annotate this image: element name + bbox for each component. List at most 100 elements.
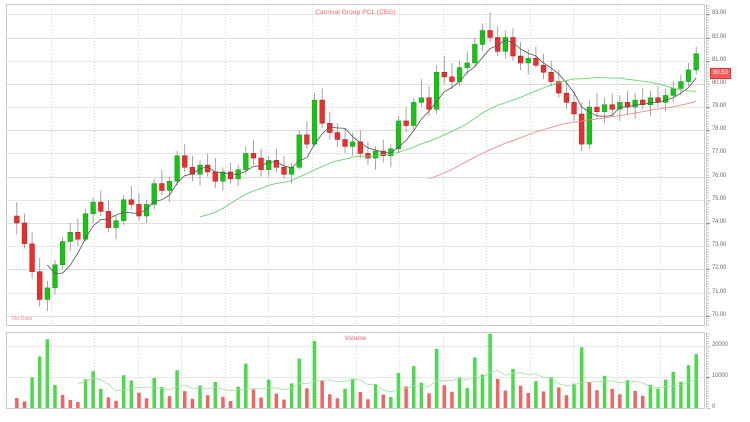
price-axis[interactable]: 83.00 82.00 81.00 80.00 79.00 78.00 77.00 76.00… — [706, 4, 750, 326]
price-minor-tick — [706, 295, 709, 297]
price-minor-tick — [706, 167, 709, 169]
price-tick: 80.00 — [706, 80, 750, 86]
price-minor-tick — [706, 61, 709, 63]
price-tick-label: 76.00 — [712, 172, 727, 179]
price-minor-tick — [706, 5, 709, 6]
chart-title: Carnival Group PCL (CBG) — [315, 9, 396, 16]
price-minor-tick — [706, 59, 709, 61]
price-minor-tick — [706, 22, 709, 24]
price-minor-tick — [706, 199, 709, 201]
price-tick-label: 79.00 — [712, 103, 727, 109]
price-minor-tick — [706, 189, 709, 191]
price-minor-tick — [706, 241, 709, 243]
price-minor-tick — [706, 177, 709, 179]
price-minor-tick — [706, 17, 709, 19]
volume-minor-tick — [706, 335, 709, 337]
volume-minor-tick — [706, 383, 709, 384]
price-minor-tick — [706, 56, 709, 58]
price-minor-tick — [706, 273, 709, 275]
price-minor-tick — [706, 118, 709, 120]
price-minor-tick — [706, 66, 709, 68]
price-minor-tick — [706, 192, 709, 194]
price-minor-tick — [706, 197, 709, 198]
price-minor-tick — [706, 179, 709, 181]
price-tick: 75.00 — [706, 196, 750, 202]
price-minor-tick — [706, 120, 709, 122]
price-chart-panel[interactable]: Carnival Group PCL (CBG) No Data — [6, 4, 705, 326]
price-minor-tick — [706, 268, 709, 270]
price-minor-tick — [706, 130, 709, 132]
price-minor-tick — [706, 243, 709, 245]
price-minor-tick — [706, 140, 709, 142]
price-minor-tick — [706, 101, 709, 102]
price-minor-tick — [706, 133, 709, 134]
price-tick: 73.00 — [706, 242, 750, 248]
price-minor-tick — [706, 88, 709, 90]
volume-minor-tick — [706, 353, 709, 354]
volume-tick: 10000 — [706, 373, 750, 379]
price-minor-tick — [706, 150, 709, 152]
price-minor-tick — [706, 27, 709, 29]
price-minor-tick — [706, 78, 709, 80]
volume-bar-plot — [15, 333, 698, 408]
price-minor-tick — [706, 285, 709, 287]
price-minor-tick — [706, 238, 709, 240]
price-minor-tick — [706, 147, 709, 149]
price-minor-tick — [706, 46, 709, 48]
price-minor-tick — [706, 214, 709, 216]
price-minor-tick — [706, 51, 709, 53]
tick-dash — [706, 176, 710, 178]
price-minor-tick — [706, 98, 709, 100]
volume-minor-tick — [706, 365, 709, 367]
volume-minor-tick — [706, 340, 709, 342]
price-minor-tick — [706, 187, 709, 189]
price-minor-tick — [706, 275, 709, 277]
price-minor-tick — [706, 113, 709, 115]
volume-minor-tick — [706, 385, 709, 387]
price-minor-tick — [706, 29, 709, 31]
volume-tick: 0 — [706, 404, 750, 410]
price-minor-tick — [706, 105, 709, 107]
price-minor-tick — [706, 182, 709, 184]
price-minor-tick — [706, 34, 709, 36]
current-price-badge[interactable]: 80.53 — [710, 67, 732, 79]
price-minor-tick — [706, 231, 709, 233]
volume-minor-tick — [706, 408, 709, 409]
price-minor-tick — [706, 14, 709, 16]
price-minor-tick — [706, 248, 709, 250]
price-tick-label: 73.00 — [712, 242, 727, 249]
price-tick: 78.00 — [706, 126, 750, 132]
price-minor-tick — [706, 283, 709, 285]
volume-minor-tick — [706, 338, 709, 339]
tick-dash — [706, 315, 710, 317]
price-tick: 77.00 — [706, 149, 750, 155]
price-minor-tick — [706, 233, 709, 235]
price-minor-tick — [706, 246, 709, 248]
volume-axis[interactable]: 20000 10000 0 — [706, 332, 750, 410]
price-minor-tick — [706, 162, 709, 164]
price-minor-tick — [706, 172, 709, 174]
price-tick-label: 74.00 — [712, 219, 727, 225]
volume-minor-tick — [706, 355, 709, 357]
tick-dash — [706, 223, 710, 224]
volume-chart-panel[interactable]: Volume — [6, 332, 705, 409]
price-minor-tick — [706, 81, 709, 83]
tick-dash — [706, 269, 710, 271]
price-minor-tick — [706, 108, 709, 110]
price-minor-tick — [706, 137, 709, 139]
tick-dash — [706, 60, 710, 62]
price-minor-tick — [706, 125, 709, 127]
price-minor-tick — [706, 204, 709, 206]
price-minor-tick — [706, 69, 709, 70]
price-minor-tick — [706, 300, 709, 302]
price-minor-tick — [706, 86, 709, 88]
price-minor-tick — [706, 41, 709, 43]
price-minor-tick — [706, 221, 709, 223]
price-minor-tick — [706, 54, 709, 56]
price-minor-tick — [706, 258, 709, 260]
price-minor-tick — [706, 194, 709, 196]
volume-tick-label: 20000 — [712, 341, 728, 348]
price-minor-tick — [706, 305, 709, 307]
price-minor-tick — [706, 71, 709, 73]
price-tick: 81.00 — [706, 57, 750, 63]
